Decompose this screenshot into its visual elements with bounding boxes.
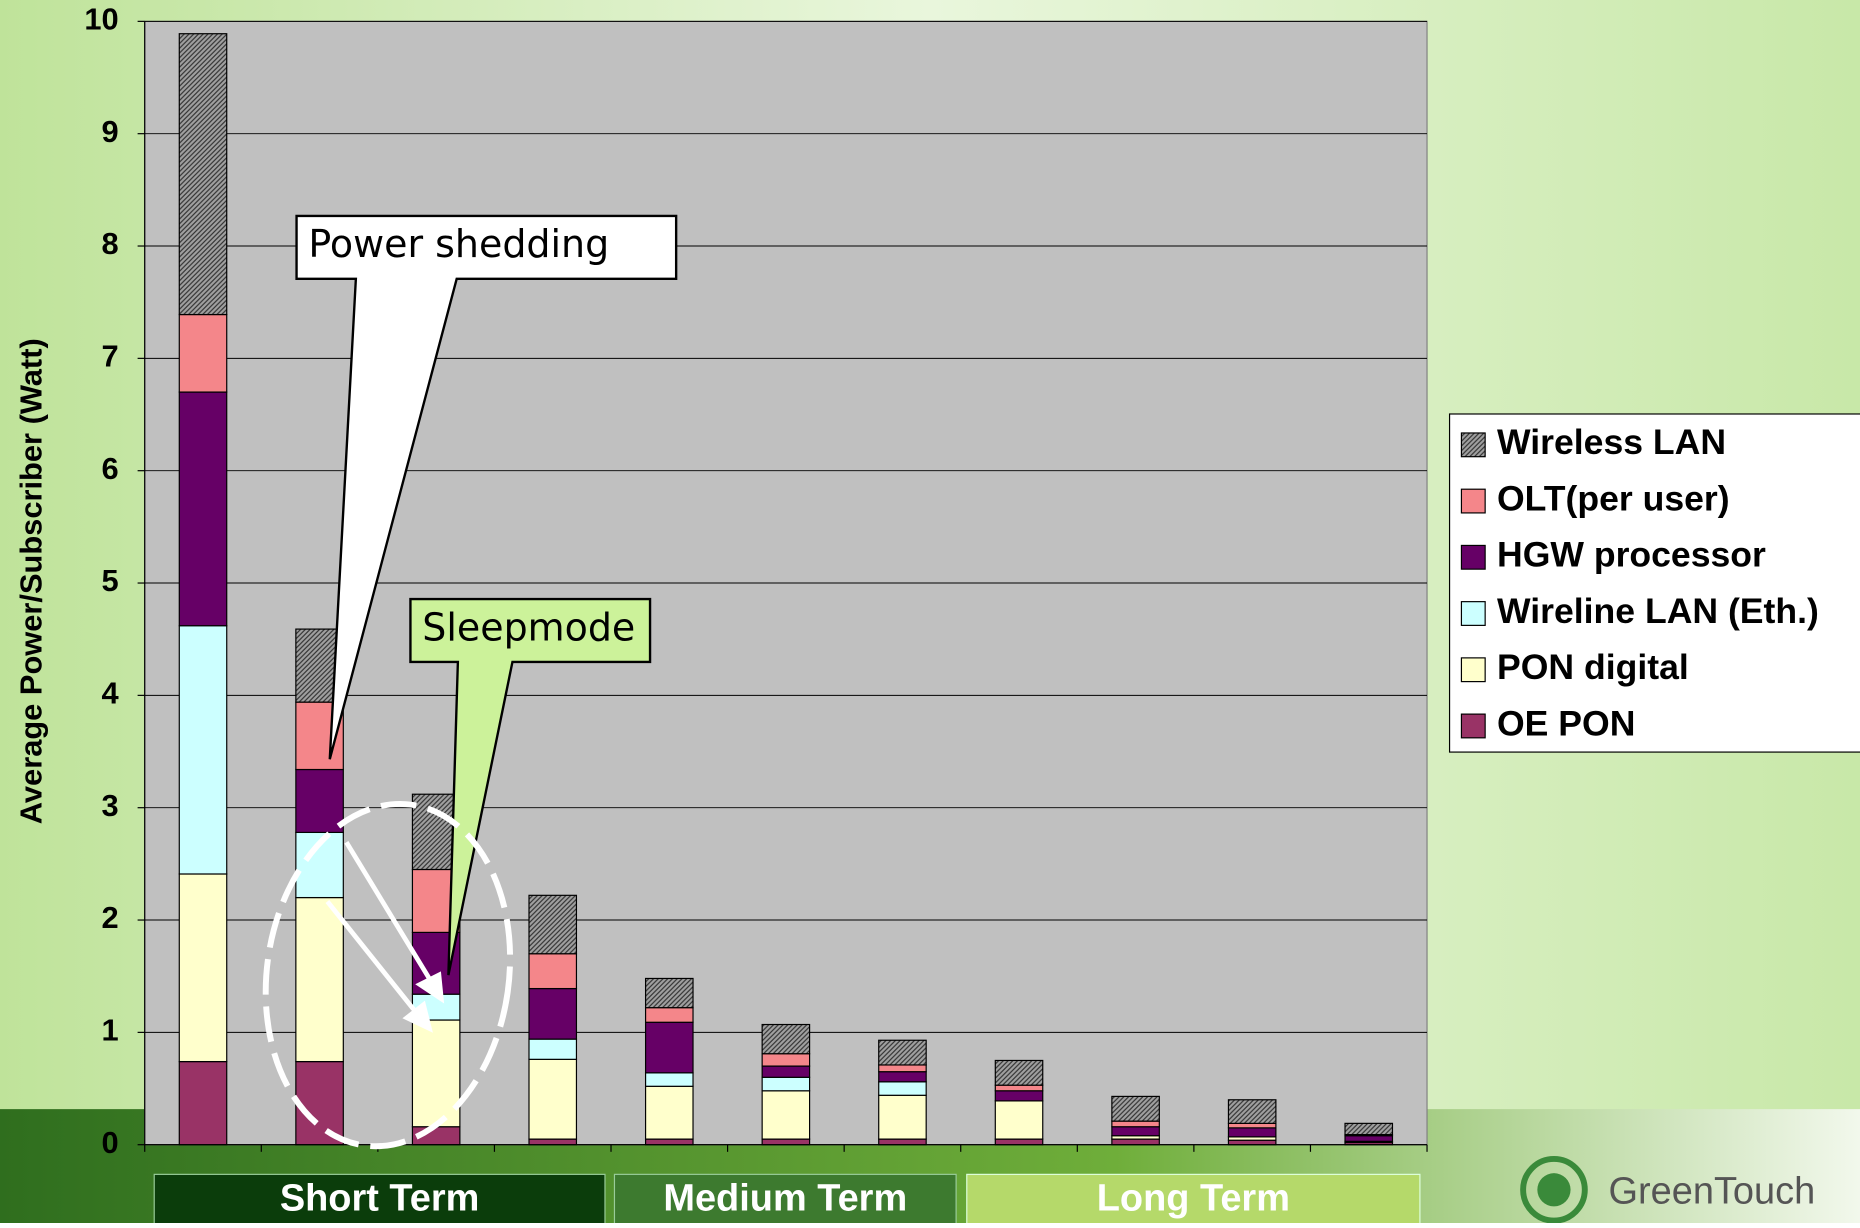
logo-mark — [1520, 1155, 1588, 1224]
legend-label: PON digital — [1497, 647, 1689, 687]
bar-segment — [761, 1065, 811, 1078]
legend-swatch — [1460, 432, 1486, 458]
bar-segment — [1227, 1099, 1277, 1124]
bar-segment — [1227, 1139, 1277, 1146]
y-tick-label: 5 — [101, 563, 118, 598]
bar-segment — [878, 1071, 927, 1083]
bar-segment — [878, 1039, 927, 1066]
bar-segment — [761, 1053, 811, 1067]
bar-segment — [644, 1138, 694, 1146]
bars — [178, 33, 1394, 1146]
y-tick-label: 1 — [101, 1013, 118, 1048]
y-tick-label: 0 — [101, 1125, 118, 1160]
bar-segment — [1111, 1126, 1160, 1137]
bar-segment — [994, 1100, 1044, 1140]
bar-segment — [878, 1094, 927, 1140]
phase-band — [613, 1173, 957, 1228]
bar-segment — [761, 1076, 811, 1092]
annotation: Power shedding — [308, 222, 609, 266]
bar-segment — [528, 987, 578, 1040]
bar-segment — [1111, 1120, 1160, 1128]
callout-power-shedding — [295, 214, 678, 760]
bar-segment — [644, 977, 694, 1009]
annotation: Sleepmode — [422, 605, 635, 649]
bar-segment — [295, 896, 344, 1063]
legend-label: Wireless LAN — [1497, 422, 1726, 462]
y-tick-label: 7 — [101, 339, 118, 374]
bar-segment — [644, 1072, 694, 1087]
logo-text: GreenTouch — [1609, 1170, 1816, 1212]
legend-label: HGW processor — [1497, 535, 1766, 575]
legend — [1448, 413, 1860, 753]
logo-mark — [1537, 1173, 1571, 1207]
bar-segment — [295, 768, 344, 834]
bar-segment — [994, 1084, 1044, 1092]
y-tick-label: 4 — [101, 676, 118, 711]
legend-items: OE PON PON digital Wireline LAN (Eth.) HGW … — [1460, 422, 1819, 743]
legend-swatch — [1460, 601, 1486, 626]
bar-segment — [528, 1038, 578, 1060]
y-axis-label: Average Power/Subscriber (Watt) — [13, 338, 48, 824]
bar-segment — [878, 1138, 927, 1146]
bar-segment — [1227, 1127, 1277, 1138]
bar-segment — [994, 1138, 1044, 1146]
y-tick-label: 10 — [84, 1, 118, 36]
y-tick-label: 2 — [101, 900, 118, 935]
legend-label: OLT(per user) — [1497, 478, 1730, 518]
y-tick-label: 8 — [101, 226, 118, 261]
bar-segment — [178, 873, 228, 1063]
y-tick-label: 6 — [101, 451, 118, 486]
bar-segment — [178, 391, 228, 627]
phase-label: Long Term — [1097, 1177, 1290, 1219]
phase-label: Medium Term — [663, 1177, 907, 1219]
phase-band — [966, 1173, 1421, 1228]
bar-segment — [178, 1060, 228, 1146]
y-tick-label: 3 — [101, 788, 118, 823]
legend-swatch — [1460, 488, 1486, 514]
legend-swatch — [1460, 544, 1486, 570]
legend-label: Wireline LAN (Eth.) — [1497, 591, 1819, 631]
bar-segment — [644, 1007, 694, 1023]
callout-sleepmode — [409, 597, 652, 976]
bar-segment — [878, 1064, 927, 1073]
phase-label: Short Term — [280, 1177, 480, 1219]
bar-segment — [644, 1021, 694, 1074]
arrows — [325, 840, 445, 1033]
bar-segment — [528, 1058, 578, 1140]
bar-segment — [178, 33, 228, 316]
bar-segment — [761, 1023, 811, 1055]
bar-segment — [1111, 1095, 1160, 1122]
legend-swatch — [1460, 713, 1486, 739]
legend-swatch — [1460, 657, 1486, 683]
highlight-ellipse — [262, 800, 514, 1150]
bar-segment — [1344, 1135, 1394, 1142]
bar-segment — [994, 1090, 1044, 1102]
bar-segment — [1344, 1122, 1394, 1136]
bar-segment — [1111, 1138, 1160, 1146]
bar-segment — [1227, 1122, 1277, 1129]
bar-segment — [644, 1085, 694, 1140]
bar-segment — [994, 1059, 1044, 1086]
bar-segment — [178, 625, 228, 875]
bar-segment — [295, 831, 344, 899]
bar-segment — [761, 1138, 811, 1146]
y-tick-label: 9 — [101, 114, 118, 149]
bar-segment — [528, 894, 578, 955]
bar-segment — [761, 1090, 811, 1140]
bar-segment — [411, 1019, 461, 1128]
bar-segment — [178, 313, 228, 393]
bar-segment — [528, 953, 578, 990]
bar-segment — [295, 1060, 344, 1146]
legend-label: OE PON — [1497, 703, 1635, 743]
bar-segment — [878, 1081, 927, 1096]
bar-segment — [528, 1138, 578, 1146]
